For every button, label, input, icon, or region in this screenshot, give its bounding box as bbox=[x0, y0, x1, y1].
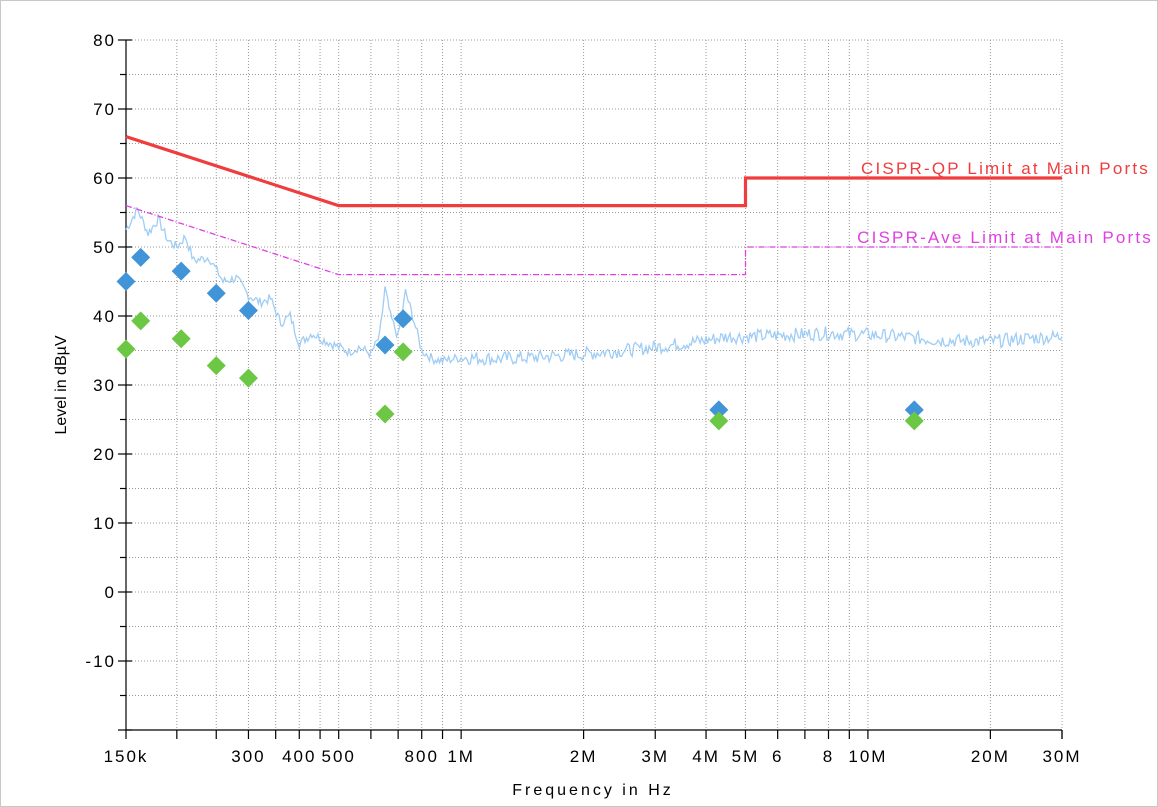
x-tick-label: 800 bbox=[405, 747, 439, 766]
ave-measurement-marker bbox=[393, 342, 413, 362]
x-tick-label: 3M bbox=[641, 747, 669, 766]
ave-measurement-marker bbox=[131, 311, 151, 331]
x-tick-label: 1M bbox=[447, 747, 475, 766]
qp-limit-line bbox=[125, 135, 1062, 208]
x-tick-label: 20M bbox=[971, 747, 1010, 766]
x-tick-label: 4M bbox=[692, 747, 720, 766]
x-tick-label: 400 bbox=[282, 747, 316, 766]
ave-limit-label: CISPR-Ave Limit at Main Ports bbox=[857, 228, 1153, 247]
x-tick-label: 30M bbox=[1042, 747, 1081, 766]
y-tick-label: 50 bbox=[93, 238, 116, 257]
y-tick-label: 10 bbox=[93, 514, 116, 533]
x-tick-label: 10M bbox=[848, 747, 887, 766]
ave-limit-line bbox=[125, 204, 1062, 276]
x-tick-label: 6 bbox=[772, 747, 783, 766]
y-tick-label: 70 bbox=[93, 100, 116, 119]
measurement-trace bbox=[125, 207, 1063, 367]
qp-limit-label: CISPR-QP Limit at Main Ports bbox=[861, 159, 1150, 178]
qp-measurement-marker bbox=[171, 261, 191, 281]
y-tick-label: 20 bbox=[93, 445, 116, 464]
ave-measurement-marker bbox=[171, 329, 191, 349]
x-tick-label: 500 bbox=[322, 747, 356, 766]
y-tick-label: 0 bbox=[105, 583, 116, 602]
qp-measurement-marker bbox=[904, 400, 924, 420]
ave-measurement-marker bbox=[238, 368, 258, 388]
qp-measurement-marker bbox=[709, 400, 729, 420]
qp-measurement-marker bbox=[238, 300, 258, 320]
y-tick-label: 80 bbox=[93, 31, 116, 50]
axes bbox=[118, 39, 1063, 739]
qp-measurement-marker bbox=[131, 247, 151, 267]
tick-labels: 80 70 60 50 40 30 20 10 0 -10 150k 300 400 500 800 1M 2M… bbox=[85, 31, 1081, 766]
y-axis-title: Level in dBµV bbox=[53, 335, 70, 434]
limits-layer bbox=[125, 135, 1062, 276]
qp-measurement-marker bbox=[375, 335, 395, 355]
y-tick-label: 60 bbox=[93, 169, 116, 188]
ave-measurement-marker bbox=[904, 411, 924, 431]
x-tick-label: 150k bbox=[104, 747, 149, 766]
qp-measurement-marker bbox=[206, 283, 226, 303]
ave-measurement-marker bbox=[375, 404, 395, 424]
markers-layer bbox=[116, 247, 924, 431]
qp-measurement-marker bbox=[393, 309, 413, 329]
x-axis-title: Frequency in Hz bbox=[512, 782, 674, 799]
y-tick-label: -10 bbox=[85, 652, 116, 671]
ave-measurement-marker bbox=[709, 411, 729, 431]
x-tick-label: 300 bbox=[231, 747, 265, 766]
qp-measurement-marker bbox=[116, 272, 136, 291]
x-tick-label: 8 bbox=[823, 747, 834, 766]
y-tick-label: 30 bbox=[93, 376, 116, 395]
grid bbox=[125, 39, 1063, 731]
x-tick-label: 2M bbox=[570, 747, 598, 766]
ave-measurement-marker bbox=[116, 339, 136, 359]
trace-layer bbox=[125, 207, 1063, 367]
ave-measurement-marker bbox=[206, 356, 226, 376]
x-tick-label: 5M bbox=[732, 747, 760, 766]
y-tick-label: 40 bbox=[93, 307, 116, 326]
